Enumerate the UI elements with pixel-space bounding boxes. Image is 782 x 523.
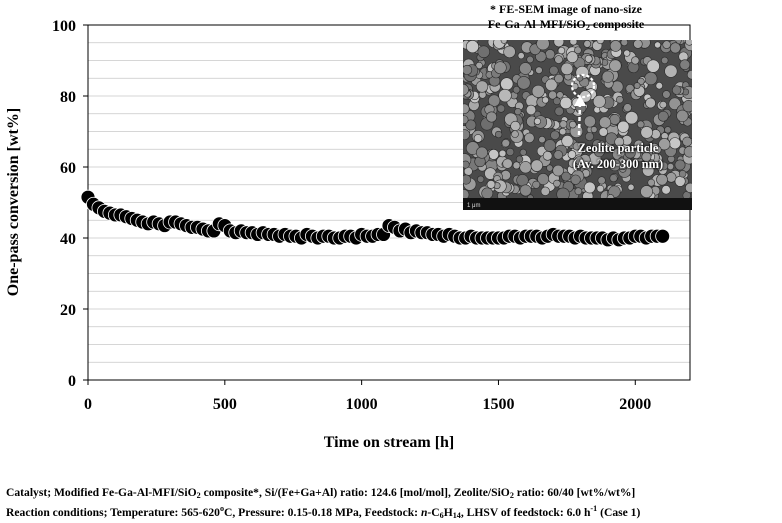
scale-bar-text: 1 μm: [467, 203, 480, 209]
inset-title-line2: Fe-Ga-Al-MFI/SiO2 composite: [487, 17, 645, 32]
y-tick-label: 0: [68, 373, 76, 390]
x-tick-label: 0: [84, 396, 92, 413]
zeolite-label-line1: Zeolite particle: [577, 141, 659, 155]
x-tick-label: 2000: [619, 396, 651, 413]
highlight-circle: [570, 73, 596, 99]
x-tick-label: 500: [213, 396, 237, 413]
y-tick-label: 100: [52, 18, 76, 35]
y-tick-label: 40: [60, 231, 76, 248]
y-tick-label: 80: [60, 89, 76, 106]
arrow-head-icon: [574, 95, 586, 106]
x-axis-ticks: 0 500 1000 1500 2000: [84, 380, 651, 413]
reaction-conditions-caption: Reaction conditions; Temperature: 565-62…: [6, 504, 641, 520]
sem-image: 1 μm: [463, 40, 692, 210]
data-point: [655, 228, 671, 244]
y-tick-label: 20: [60, 302, 76, 319]
zeolite-label: Zeolite particle (Av. 200-300 nm): [548, 140, 688, 172]
pointer-arrow: [577, 101, 582, 136]
x-tick-label: 1500: [482, 396, 514, 413]
x-tick-label: 1000: [346, 396, 378, 413]
y-axis-label: One-pass conversion [wt%]: [5, 108, 22, 296]
y-axis-ticks: 0 20 40 60 80 100: [52, 18, 88, 390]
x-axis-label: Time on stream [h]: [324, 434, 455, 451]
inset-title-line1: * FE-SEM image of nano-size: [490, 2, 642, 16]
y-tick-label: 60: [60, 160, 76, 177]
catalyst-caption: Catalyst; Modified Fe-Ga-Al-MFI/SiO2 com…: [6, 486, 636, 500]
data-series: [80, 189, 671, 248]
sem-micrograph: 1 μm: [463, 40, 692, 210]
zeolite-label-line2: (Av. 200-300 nm): [572, 157, 664, 171]
inset-title: * FE-SEM image of nano-size Fe-Ga-Al-MFI…: [466, 2, 666, 35]
